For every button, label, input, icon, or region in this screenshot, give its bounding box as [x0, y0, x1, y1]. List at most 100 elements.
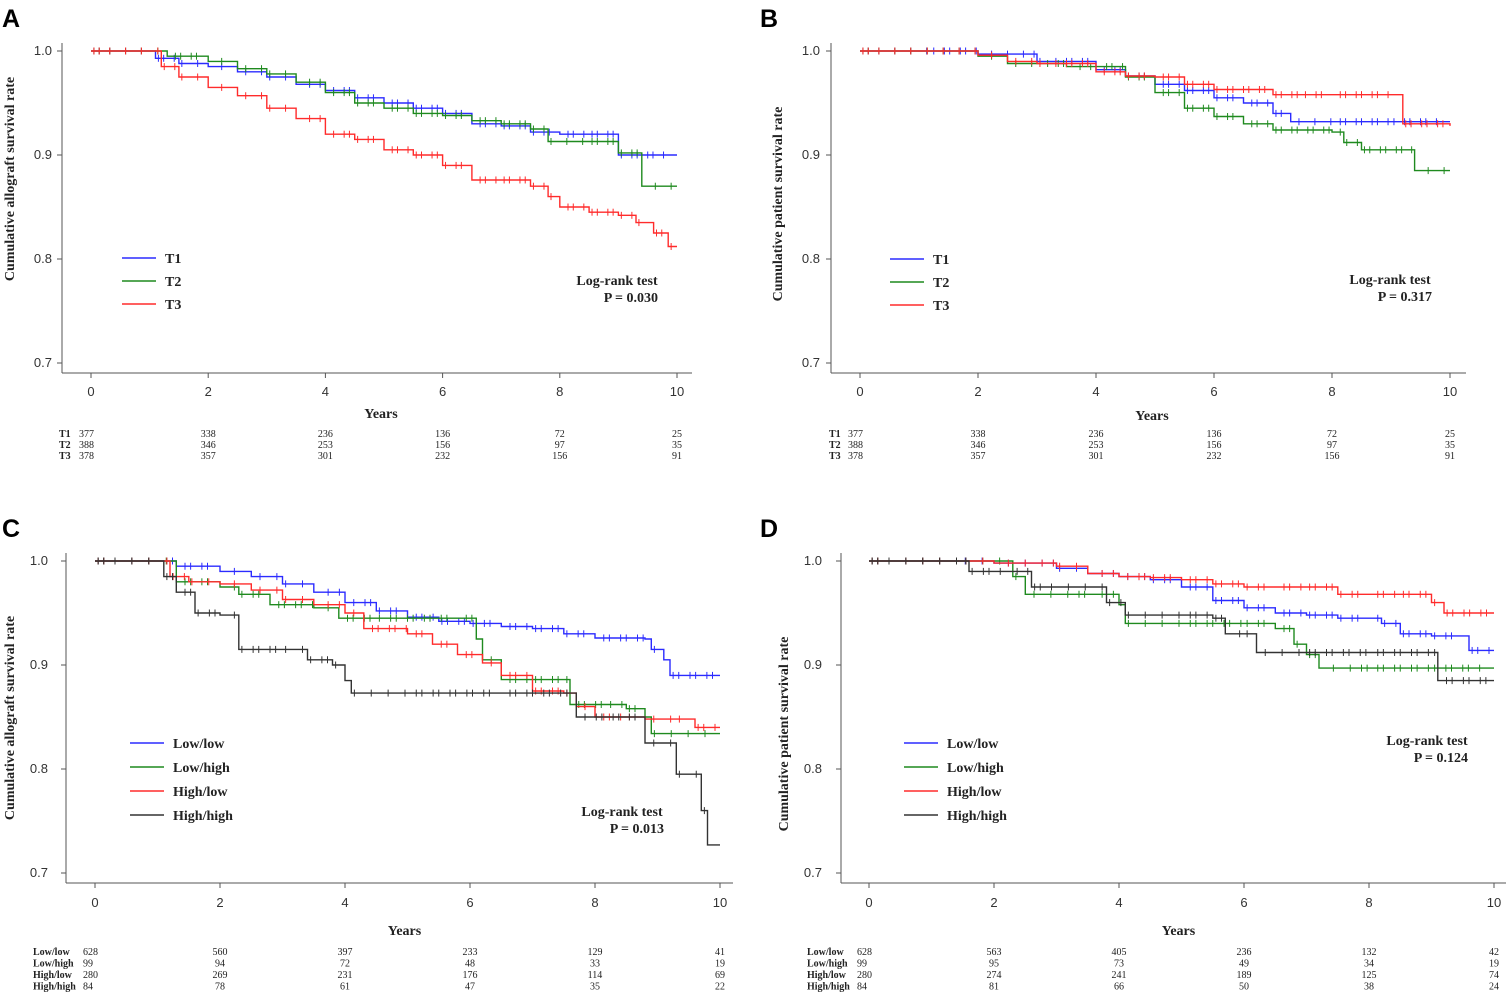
- x-tick-label: 6: [466, 895, 473, 910]
- x-tick-label: 10: [670, 384, 684, 399]
- risk-value: 405: [1112, 947, 1127, 958]
- x-tick-label: 6: [439, 384, 446, 399]
- legend-label: T2: [165, 275, 181, 290]
- risk-value: 22: [715, 982, 725, 993]
- panel-c: C 0.7 0.8 0.9 1.0 0 2 4 6 8 10 Years Cumulative allo…: [2, 515, 733, 993]
- censor-marks: [97, 557, 705, 815]
- x-tick-label: 4: [341, 895, 348, 910]
- series-t2: [860, 47, 1450, 175]
- risk-value: 41: [715, 947, 725, 958]
- test-name: Log-rank test: [581, 805, 663, 820]
- legend-label: T2: [933, 276, 949, 291]
- p-value: P = 0.317: [1378, 290, 1432, 305]
- risk-value: 69: [715, 970, 725, 981]
- p-value: P = 0.013: [610, 822, 664, 837]
- series-high-high: [95, 557, 720, 846]
- survival-curve: [91, 50, 677, 156]
- censor-marks: [862, 47, 1437, 126]
- risk-value: 233: [463, 947, 478, 958]
- y-tick-label: 0.9: [804, 657, 822, 672]
- risk-row-label: High/low: [807, 970, 847, 981]
- risk-value: 34: [1364, 959, 1374, 970]
- survival-curve: [95, 560, 720, 729]
- risk-value: 132: [1362, 947, 1377, 958]
- risk-value: 84: [83, 982, 93, 993]
- risk-value: 72: [1327, 429, 1337, 440]
- survival-curve: [869, 560, 1494, 682]
- panel-a: A 0.7 0.8 0.9 1.0 0 2 4 6 8 10 Years Cumulative allo…: [2, 5, 692, 462]
- x-tick-label: 10: [713, 895, 727, 910]
- x-tick-label: 8: [591, 895, 598, 910]
- panel-label: D: [760, 515, 778, 543]
- risk-value: 388: [848, 440, 863, 451]
- x-tick-label: 6: [1240, 895, 1247, 910]
- risk-value: 156: [552, 451, 567, 462]
- x-tick-label: 6: [1210, 384, 1217, 399]
- risk-value: 19: [1489, 959, 1499, 970]
- y-tick-label: 0.7: [30, 865, 48, 880]
- y-tick-label: 0.8: [804, 761, 822, 776]
- risk-value: 378: [848, 451, 863, 462]
- risk-value: 24: [1489, 982, 1499, 993]
- risk-value: 231: [338, 970, 353, 981]
- risk-value: 232: [1207, 451, 1222, 462]
- y-tick-label: 0.8: [802, 251, 820, 266]
- p-value: P = 0.124: [1414, 751, 1468, 766]
- risk-value: 338: [971, 429, 986, 440]
- panel-label: C: [2, 515, 20, 543]
- panel-label: B: [760, 5, 778, 33]
- risk-value: 99: [83, 959, 93, 970]
- survival-curve: [860, 50, 1451, 126]
- risk-value: 42: [1489, 947, 1499, 958]
- risk-value: 189: [1237, 970, 1252, 981]
- risk-value: 19: [715, 959, 725, 970]
- risk-value: 236: [318, 429, 333, 440]
- risk-value: 156: [1325, 451, 1340, 462]
- legend-label: Low/low: [947, 737, 999, 752]
- x-tick-label: 0: [865, 895, 872, 910]
- x-tick-label: 2: [974, 384, 981, 399]
- legend-label: High/high: [173, 809, 233, 824]
- series-t3: [860, 47, 1451, 128]
- legend-label: Low/low: [173, 737, 225, 752]
- x-axis-title: Years: [388, 924, 422, 939]
- x-tick-label: 8: [1365, 895, 1372, 910]
- x-axis-title: Years: [1135, 409, 1169, 424]
- risk-value: 81: [989, 982, 999, 993]
- y-tick-label: 0.9: [802, 147, 820, 162]
- x-tick-label: 8: [556, 384, 563, 399]
- risk-value: 628: [83, 947, 98, 958]
- y-tick-label: 1.0: [34, 43, 52, 58]
- censor-marks: [93, 47, 672, 251]
- test-name: Log-rank test: [1349, 273, 1431, 288]
- test-name: Log-rank test: [576, 274, 658, 289]
- risk-value: 136: [435, 429, 450, 440]
- censor-marks: [871, 557, 1490, 654]
- risk-value: 50: [1239, 982, 1249, 993]
- x-tick-label: 2: [205, 384, 212, 399]
- survival-curve: [95, 560, 720, 677]
- risk-value: 301: [1089, 451, 1104, 462]
- risk-value: 280: [83, 970, 98, 981]
- risk-value: 114: [588, 970, 603, 981]
- risk-row-label: T2: [829, 440, 841, 451]
- risk-value: 129: [588, 947, 603, 958]
- risk-value: 269: [213, 970, 228, 981]
- y-axis-title: Cumulative patient survival rate: [777, 637, 792, 832]
- risk-row-label: Low/high: [807, 959, 848, 970]
- risk-value: 346: [971, 440, 986, 451]
- risk-value: 125: [1362, 970, 1377, 981]
- risk-value: 253: [1089, 440, 1104, 451]
- risk-value: 73: [1114, 959, 1124, 970]
- risk-value: 97: [1327, 440, 1337, 451]
- y-tick-label: 0.7: [34, 355, 52, 370]
- risk-value: 47: [465, 982, 475, 993]
- y-tick-label: 0.9: [34, 147, 52, 162]
- risk-value: 378: [79, 451, 94, 462]
- legend-label: T3: [933, 299, 949, 314]
- y-tick-label: 0.8: [34, 251, 52, 266]
- y-axis-title: Cumulative allograft survival rate: [3, 77, 18, 281]
- risk-value: 74: [1489, 970, 1499, 981]
